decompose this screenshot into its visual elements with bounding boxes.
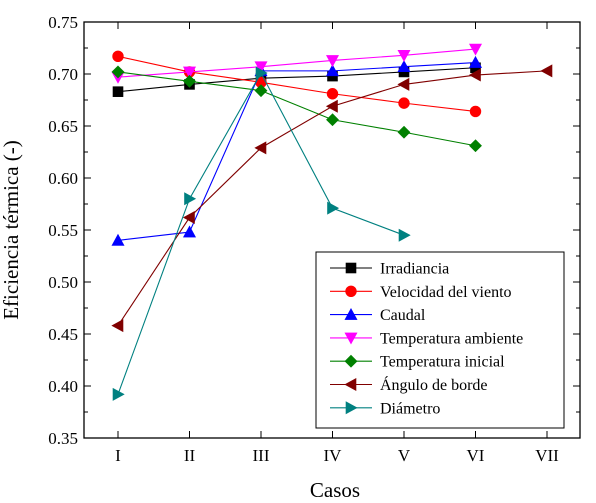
data-point xyxy=(469,105,482,118)
data-point xyxy=(326,113,339,127)
y-tick-label: 0.75 xyxy=(48,13,78,32)
data-point xyxy=(325,64,340,77)
y-axis: 0.35 0.40 0.45 0.50 0.55 0.60 0.65 0.70 0.75 xyxy=(48,13,580,448)
data-point xyxy=(468,43,483,56)
data-point xyxy=(254,141,267,155)
series-2 xyxy=(112,50,482,118)
data-point xyxy=(397,60,411,73)
x-tick-label: V xyxy=(398,446,411,465)
data-point xyxy=(254,61,268,74)
legend-item: Ángulo de borde xyxy=(330,375,488,394)
data-point xyxy=(112,86,124,97)
y-tick-label: 0.70 xyxy=(48,65,78,84)
series-line xyxy=(117,48,476,78)
y-tick-label: 0.60 xyxy=(48,169,78,188)
data-point xyxy=(325,99,338,113)
data-point xyxy=(182,66,197,79)
y-tick-label: 0.65 xyxy=(48,117,78,136)
series-6 xyxy=(111,64,553,333)
y-tick-label: 0.40 xyxy=(48,377,78,396)
legend-label: Ángulo de borde xyxy=(380,375,488,394)
legend-label: Diámetro xyxy=(380,400,440,417)
data-point xyxy=(327,201,340,215)
legend-label: Irradiancia xyxy=(380,261,449,278)
legend-swatch-marker xyxy=(345,262,357,274)
data-point xyxy=(468,68,481,82)
series-line xyxy=(117,55,476,112)
data-point xyxy=(325,55,340,68)
data-point xyxy=(112,387,125,401)
x-axis: I II III IV V VI VII xyxy=(115,22,559,465)
legend-item: Temperatura ambiente xyxy=(330,330,523,347)
series-5 xyxy=(111,65,482,153)
legend-label: Temperatura inicial xyxy=(380,354,505,371)
series-line xyxy=(117,71,476,147)
data-point xyxy=(398,228,411,242)
data-point xyxy=(398,97,410,109)
legend-item: Velocidad del viento xyxy=(330,284,512,301)
legend: Irradiancia Velocidad del viento Caudal Tem… xyxy=(315,251,565,429)
x-axis-title: Casos xyxy=(310,478,360,502)
data-point xyxy=(112,50,124,63)
y-tick-label: 0.35 xyxy=(48,429,78,448)
data-point xyxy=(469,139,482,153)
legend-box xyxy=(315,251,565,429)
data-point xyxy=(254,84,268,98)
legend-item: Diámetro xyxy=(330,400,440,417)
legend-swatch-marker xyxy=(344,377,357,392)
series-4 xyxy=(111,43,483,84)
x-tick-label: VI xyxy=(467,446,485,465)
series-line xyxy=(117,62,476,241)
series-1 xyxy=(112,62,481,97)
data-point xyxy=(182,225,197,238)
series-3 xyxy=(111,55,483,246)
y-tick-label: 0.45 xyxy=(48,325,78,344)
data-point xyxy=(182,211,195,225)
legend-swatch-marker xyxy=(344,332,358,345)
data-point xyxy=(468,55,483,68)
data-point xyxy=(111,319,124,333)
data-point xyxy=(326,88,339,100)
series-line xyxy=(117,67,476,93)
series-7 xyxy=(112,66,411,401)
legend-label: Velocidad del viento xyxy=(380,284,512,301)
data-point xyxy=(540,64,553,78)
x-tick-label: VII xyxy=(535,446,559,465)
x-tick-label: III xyxy=(253,446,270,465)
y-tick-label: 0.55 xyxy=(48,221,78,240)
data-point xyxy=(397,49,411,62)
legend-item: Temperatura inicial xyxy=(330,354,505,371)
x-tick-label: IV xyxy=(324,446,343,465)
data-point xyxy=(255,66,268,80)
y-axis-title: Eficiencia térmica (-) xyxy=(0,140,23,320)
data-point xyxy=(111,65,125,79)
legend-swatch-marker xyxy=(345,285,357,297)
data-point xyxy=(183,74,196,88)
legend-label: Caudal xyxy=(380,307,426,324)
data-point xyxy=(184,192,197,206)
y-tick-label: 0.50 xyxy=(48,273,78,292)
legend-swatch-marker xyxy=(344,307,358,320)
legend-swatch-marker xyxy=(345,401,358,415)
legend-item: Irradiancia xyxy=(330,261,449,278)
x-tick-label: I xyxy=(115,446,121,465)
legend-swatch-marker xyxy=(344,354,358,368)
data-point xyxy=(397,125,411,139)
legend-item: Caudal xyxy=(330,307,426,324)
series-layer xyxy=(111,43,553,401)
data-point xyxy=(111,233,125,246)
data-point xyxy=(397,77,410,91)
legend-label: Temperatura ambiente xyxy=(380,330,523,347)
x-tick-label: II xyxy=(184,446,196,465)
